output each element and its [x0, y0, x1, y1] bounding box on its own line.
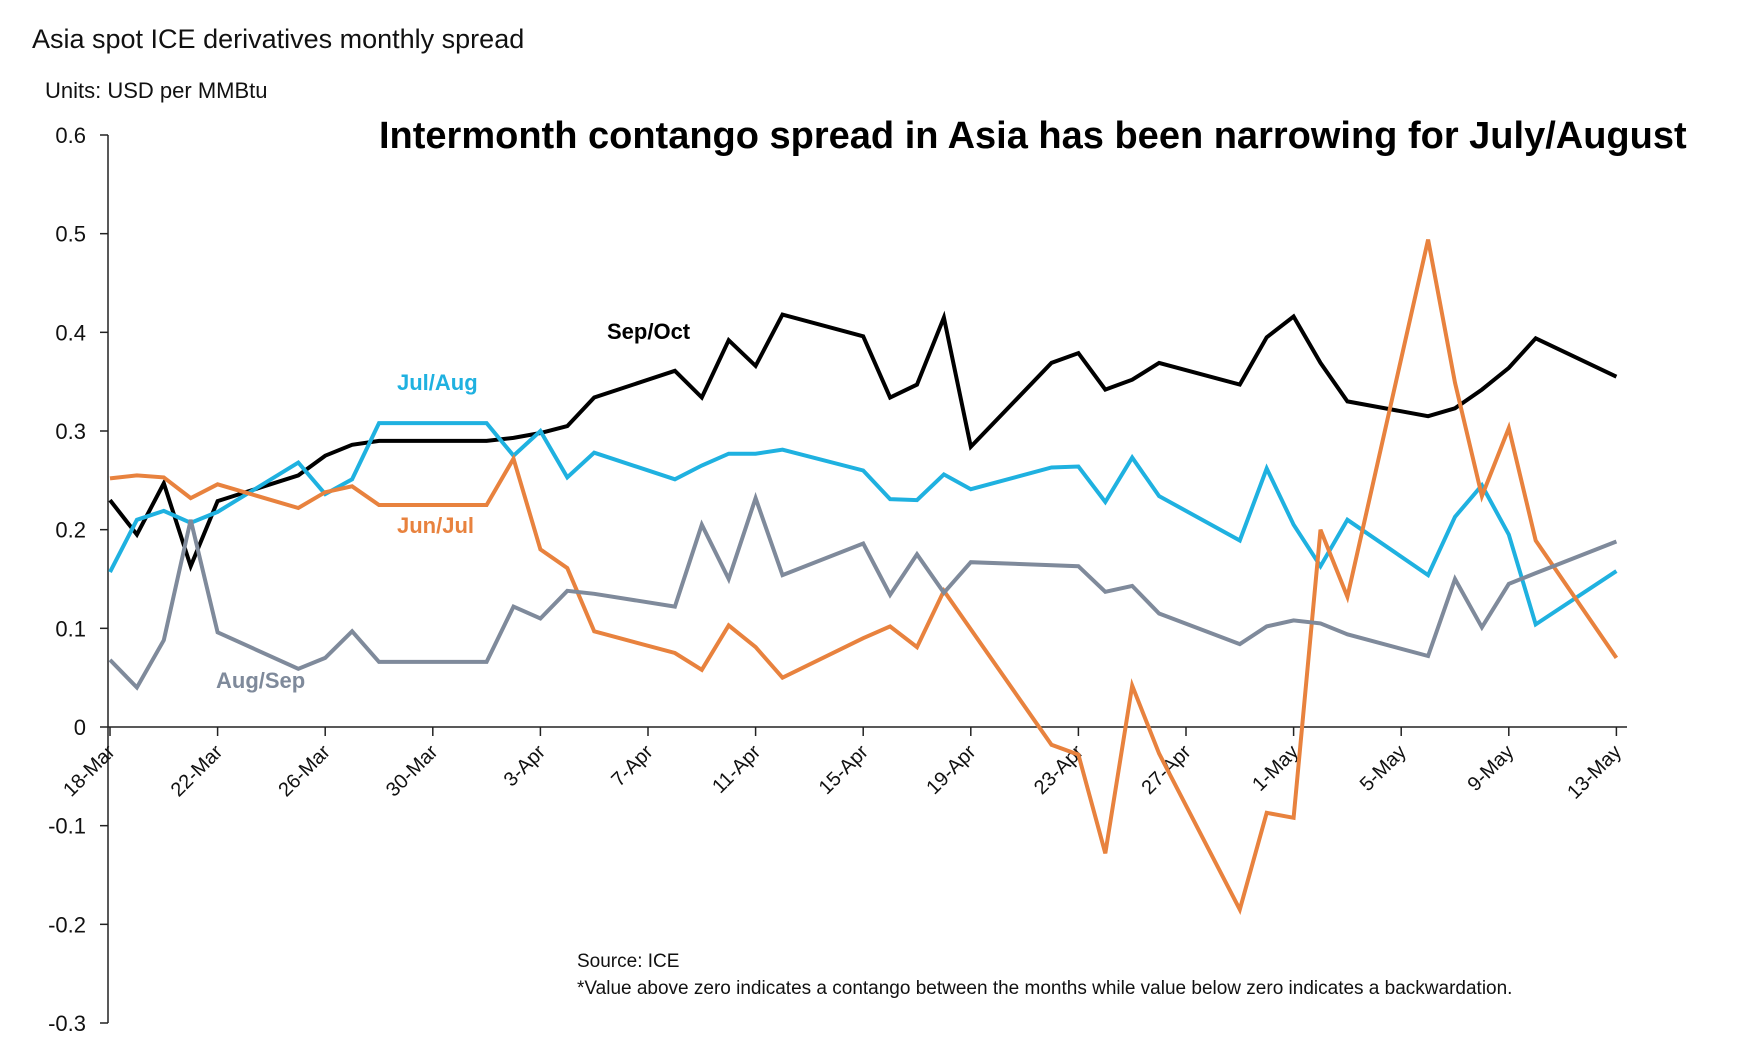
x-tick-label: 22-Mar: [167, 741, 228, 802]
series-line-jun-jul: [109, 239, 1619, 915]
series-label-jul-aug: Jul/Aug: [397, 370, 478, 395]
x-tick-label: 26-Mar: [274, 741, 335, 802]
x-tick-label: 7-Apr: [607, 741, 657, 791]
chart-subtitle: Units: USD per MMBtu: [45, 78, 268, 103]
chart-title: Asia spot ICE derivatives monthly spread: [32, 24, 524, 54]
y-tick-label: 0.3: [55, 419, 86, 444]
x-tick-label: 11-Apr: [708, 741, 765, 798]
series-label-jun-jul: Jun/Jul: [397, 513, 474, 538]
x-tick-label: 3-Apr: [500, 741, 550, 791]
x-tick-label: 15-Apr: [815, 741, 873, 799]
x-tick-label: 5-May: [1356, 741, 1411, 796]
series-layer: [108, 239, 1619, 915]
chart-headline: Intermonth contango spread in Asia has b…: [379, 115, 1687, 157]
y-tick-label: 0: [74, 715, 86, 740]
series-label-aug-sep: Aug/Sep: [216, 668, 305, 693]
y-tick-label: -0.1: [48, 814, 86, 839]
x-axis: 18-Mar 22-Mar 26-Mar 30-Mar 3-Apr 7-Apr 11-Apr…: [59, 726, 1627, 804]
footnote: *Value above zero indicates a contango b…: [577, 978, 1512, 999]
x-tick-label: 18-Mar: [59, 741, 120, 802]
x-tick-label: 19-Apr: [922, 741, 980, 799]
y-tick-label: 0.6: [55, 123, 86, 148]
y-tick-label: -0.2: [48, 912, 86, 937]
x-tick-label: 13-May: [1563, 741, 1626, 804]
series-line-jul-aug: [108, 421, 1618, 628]
x-tick-label: 30-Mar: [382, 741, 443, 802]
y-tick-label: 0.1: [55, 616, 86, 641]
series-labels: Sep/Oct Jul/Aug Jun/Jul Aug/Sep: [216, 319, 691, 693]
series-line-sep-oct: [108, 310, 1618, 572]
source-note: Source: ICE: [577, 951, 679, 972]
series-label-sep-oct: Sep/Oct: [607, 319, 691, 344]
y-tick-label: 0.5: [55, 222, 86, 247]
y-tick-label: 0.2: [55, 518, 86, 543]
x-tick-label: 9-May: [1463, 741, 1518, 796]
y-tick-label: 0.4: [55, 320, 86, 345]
y-axis: 0.6 0.5 0.4 0.3 0.2 0.1 0 -0.1 -0.2 -0.3: [48, 123, 109, 1036]
series-line-aug-sep: [108, 491, 1618, 691]
y-tick-label: -0.3: [48, 1011, 86, 1036]
